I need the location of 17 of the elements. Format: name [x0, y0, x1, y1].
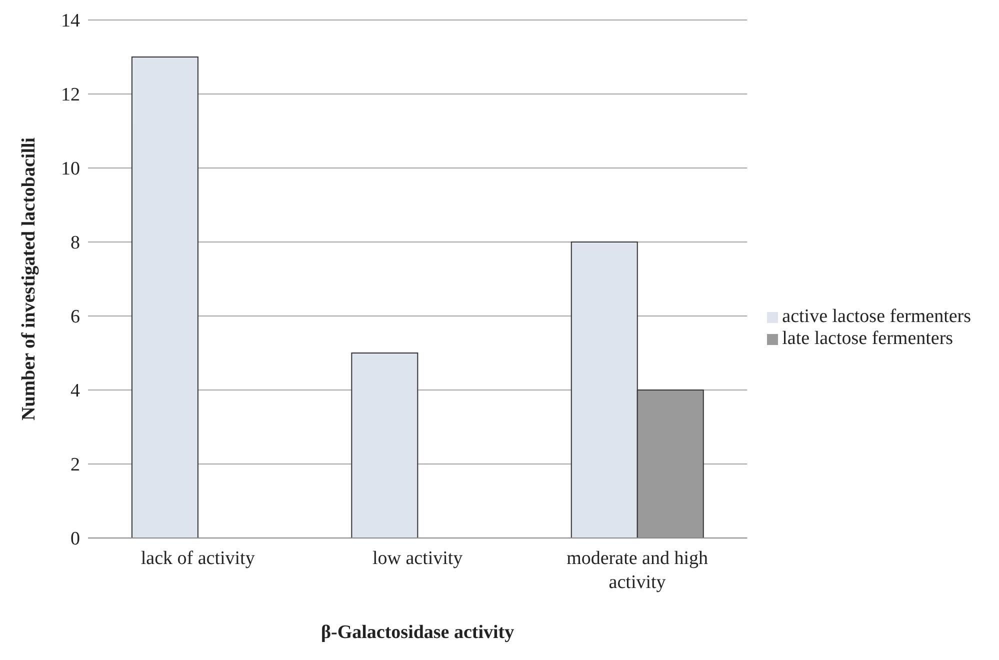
bar — [131, 56, 198, 538]
x-tick-label: moderate and high activity — [566, 548, 708, 593]
y-tick-label: 4 — [70, 380, 80, 402]
x-tick-label: lack of activity — [140, 548, 256, 569]
y-axis-title: Number of investigated lactobacilli — [18, 137, 40, 421]
y-tick-label: 14 — [61, 10, 80, 32]
y-tick-label: 2 — [70, 454, 80, 476]
x-axis-title: β-Galactosidase activity — [321, 622, 515, 643]
y-tick-label: 12 — [61, 84, 80, 106]
legend-label: late lactose fermenters — [782, 328, 954, 349]
y-tick-label: 10 — [61, 158, 80, 180]
y-tick-label: 8 — [70, 232, 80, 254]
y-tick-label: 6 — [70, 306, 80, 328]
x-tick-label: low activity — [372, 548, 464, 569]
bar — [351, 352, 418, 538]
y-tick-label: 0 — [70, 528, 80, 550]
legend-label: active lactose fermenters — [782, 306, 971, 327]
